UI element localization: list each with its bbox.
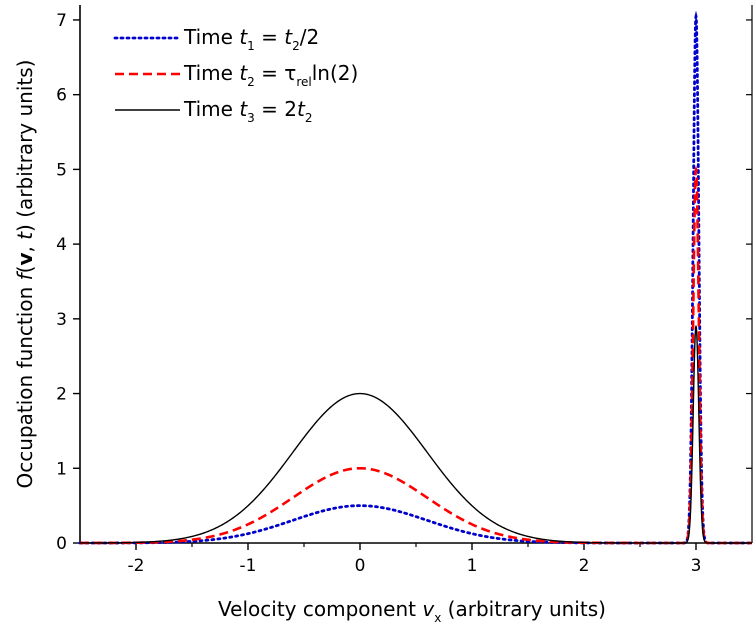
x-axis-label: Velocity component vx (arbitrary units) — [218, 597, 606, 625]
legend-label-3: Time t3 = 2t2 — [183, 97, 313, 125]
y-tick-label: 5 — [56, 160, 67, 180]
y-axis-label: Occupation function f(v, t) (arbitrary u… — [13, 60, 37, 489]
x-tick-label: -2 — [128, 556, 145, 576]
x-tick-label: 2 — [579, 556, 590, 576]
series-line-3 — [80, 324, 752, 544]
axis-ticks: -2 -1 0 1 2 3 0 1 2 3 4 5 6 7 — [56, 11, 752, 576]
y-tick-label: 6 — [56, 86, 67, 106]
x-tick-label: 3 — [691, 556, 702, 576]
x-tick-label: 0 — [355, 556, 366, 576]
legend-label-1: Time t1 = t2/2 — [183, 25, 319, 53]
y-tick-label: 0 — [56, 534, 67, 554]
y-tick-label: 7 — [56, 11, 67, 31]
legend-label-2: Time t2 = τrelln(2) — [183, 61, 358, 89]
series-line-2 — [80, 165, 752, 545]
y-tick-label: 2 — [56, 385, 67, 405]
series-layer — [78, 10, 754, 545]
y-tick-label: 4 — [56, 235, 67, 255]
legend: Time t1 = t2/2 Time t2 = τrelln(2) Time t3… — [113, 25, 358, 125]
x-tick-label: -1 — [240, 556, 257, 576]
x-tick-label: 1 — [467, 556, 478, 576]
y-tick-label: 3 — [56, 310, 67, 330]
series-line-1 — [78, 10, 754, 545]
y-tick-label: 1 — [56, 459, 67, 479]
